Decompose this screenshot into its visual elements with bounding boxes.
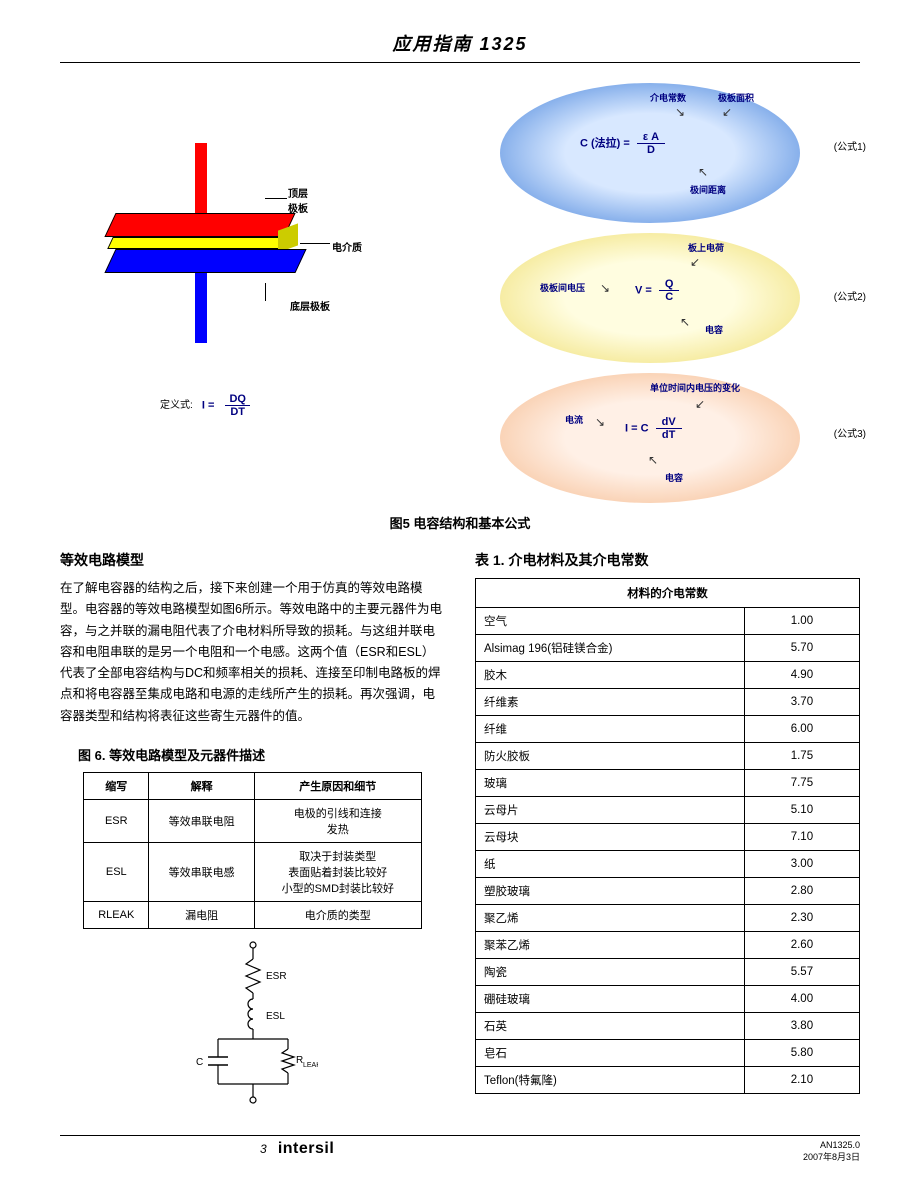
svg-text:ESR: ESR — [266, 971, 287, 982]
formula-bubbles: 介电常数 极板面积 ↘ ↙ C (法拉) = ε AD ↖ 极间距离 (公式1)… — [460, 83, 860, 503]
table-cell: 5.10 — [744, 797, 859, 824]
t6-col-0: 缩写 — [84, 772, 149, 799]
t6-col-2: 产生原因和细节 — [254, 772, 421, 799]
table-cell: 等效串联电感 — [149, 842, 254, 901]
table-cell: 漏电阻 — [149, 901, 254, 928]
table-cell: Teflon(特氟隆) — [476, 1067, 745, 1094]
capacitor-diagram: 顶层极板 电介质 底层极板 — [100, 143, 320, 363]
table-figure-6: 缩写 解释 产生原因和细节 ESR等效串联电阻电极的引线和连接发热 ESL等效串联… — [83, 772, 422, 929]
table-cell: 2.10 — [744, 1067, 859, 1094]
t1-header: 材料的介电常数 — [476, 579, 860, 608]
definition-equation: 定义式: I = DQDT — [160, 393, 250, 418]
table-cell: 纤维素 — [476, 689, 745, 716]
table-cell: 等效串联电阻 — [149, 799, 254, 842]
figure-5-caption: 图5 电容结构和基本公式 — [60, 513, 860, 532]
table-cell: 3.70 — [744, 689, 859, 716]
label-top-plate: 顶层极板 — [288, 185, 308, 215]
top-plate — [104, 213, 295, 237]
table-cell: 聚苯乙烯 — [476, 932, 745, 959]
table-cell: 纤维 — [476, 716, 745, 743]
table-cell: 4.00 — [744, 986, 859, 1013]
page-footer: 3 intersil AN1325.0 2007年8月3日 — [60, 1135, 860, 1163]
bottom-lead — [195, 273, 207, 343]
label-eps: 介电常数 — [650, 91, 686, 104]
table-cell: 取决于封装类型表面贴着封装比较好小型的SMD封装比较好 — [254, 842, 421, 901]
table-cell: 硼硅玻璃 — [476, 986, 745, 1013]
label-q: 板上电荷 — [688, 241, 724, 254]
table-cell: 胶木 — [476, 662, 745, 689]
table-cell: 云母片 — [476, 797, 745, 824]
label-c2: 电容 — [705, 323, 723, 336]
eq-label-1: (公式1) — [834, 138, 866, 153]
table-cell: 云母块 — [476, 824, 745, 851]
table-cell: 陶瓷 — [476, 959, 745, 986]
t6-col-1: 解释 — [149, 772, 254, 799]
section-paragraph: 在了解电容器的结构之后，接下来创建一个用于仿真的等效电路模型。电容器的等效电路模… — [60, 578, 445, 727]
doc-date: 2007年8月3日 — [803, 1150, 860, 1163]
table-1: 材料的介电常数 空气1.00Alsimag 196(铝硅镁合金)5.70胶木4.… — [475, 578, 860, 1094]
table-cell: 石英 — [476, 1013, 745, 1040]
formula-3: I = C dVdT — [625, 416, 682, 441]
table-cell: ESR — [84, 799, 149, 842]
page-header: 应用指南 1325 — [60, 30, 860, 63]
eq-label-2: (公式2) — [834, 288, 866, 303]
top-lead — [195, 143, 207, 218]
table-cell: 2.30 — [744, 905, 859, 932]
table-cell: Alsimag 196(铝硅镁合金) — [476, 635, 745, 662]
table-cell: 1.00 — [744, 608, 859, 635]
dielectric-layer — [107, 237, 293, 249]
table-cell: RLEAK — [84, 901, 149, 928]
table-cell: 玻璃 — [476, 770, 745, 797]
table-cell: 7.75 — [744, 770, 859, 797]
doc-code: AN1325.0 — [803, 1140, 860, 1150]
equiv-circuit-diagram: ESR ESL C R — [60, 939, 445, 1112]
table-cell: 塑胶玻璃 — [476, 878, 745, 905]
table-cell: 4.90 — [744, 662, 859, 689]
table-cell: 聚乙烯 — [476, 905, 745, 932]
table-cell: 5.80 — [744, 1040, 859, 1067]
table-cell: 7.10 — [744, 824, 859, 851]
table-cell: 电极的引线和连接发热 — [254, 799, 421, 842]
svg-text:ESL: ESL — [266, 1011, 285, 1022]
table-cell: 5.70 — [744, 635, 859, 662]
label-dv: 单位时间内电压的变化 — [650, 381, 740, 394]
formula-1: C (法拉) = ε AD — [580, 131, 665, 156]
eq-label-3: (公式3) — [834, 425, 866, 440]
table-cell: 3.00 — [744, 851, 859, 878]
label-dist: 极间距离 — [690, 183, 726, 196]
brand-logo: intersil — [278, 1140, 334, 1157]
page-number: 3 — [260, 1142, 267, 1156]
label-dielectric: 电介质 — [332, 239, 362, 254]
bottom-plate — [104, 249, 306, 273]
table-cell: ESL — [84, 842, 149, 901]
label-c3: 电容 — [665, 471, 683, 484]
table-cell: 2.60 — [744, 932, 859, 959]
label-area: 极板面积 — [718, 91, 754, 104]
label-v: 极板间电压 — [540, 281, 585, 294]
formula-2: V = QC — [635, 278, 679, 303]
svg-text:C: C — [196, 1057, 203, 1068]
table-cell: 空气 — [476, 608, 745, 635]
section-title-equiv: 等效电路模型 — [60, 550, 445, 570]
table-cell: 防火胶板 — [476, 743, 745, 770]
table-cell: 3.80 — [744, 1013, 859, 1040]
svg-text:LEAK: LEAK — [303, 1062, 318, 1069]
table-cell: 纸 — [476, 851, 745, 878]
table-cell: 5.57 — [744, 959, 859, 986]
table-cell: 2.80 — [744, 878, 859, 905]
table-cell: 电介质的类型 — [254, 901, 421, 928]
table-cell: 皂石 — [476, 1040, 745, 1067]
label-i: 电流 — [565, 413, 583, 426]
figure-6-caption: 图 6. 等效电路模型及元器件描述 — [78, 745, 445, 764]
table-cell: 6.00 — [744, 716, 859, 743]
label-bottom-plate: 底层极板 — [290, 298, 330, 313]
table-1-caption: 表 1. 介电材料及其介电常数 — [475, 550, 860, 570]
table-cell: 1.75 — [744, 743, 859, 770]
figure-5: 顶层极板 电介质 底层极板 定义式: I = DQDT 介电常数 极板面积 ↘ … — [60, 83, 860, 503]
